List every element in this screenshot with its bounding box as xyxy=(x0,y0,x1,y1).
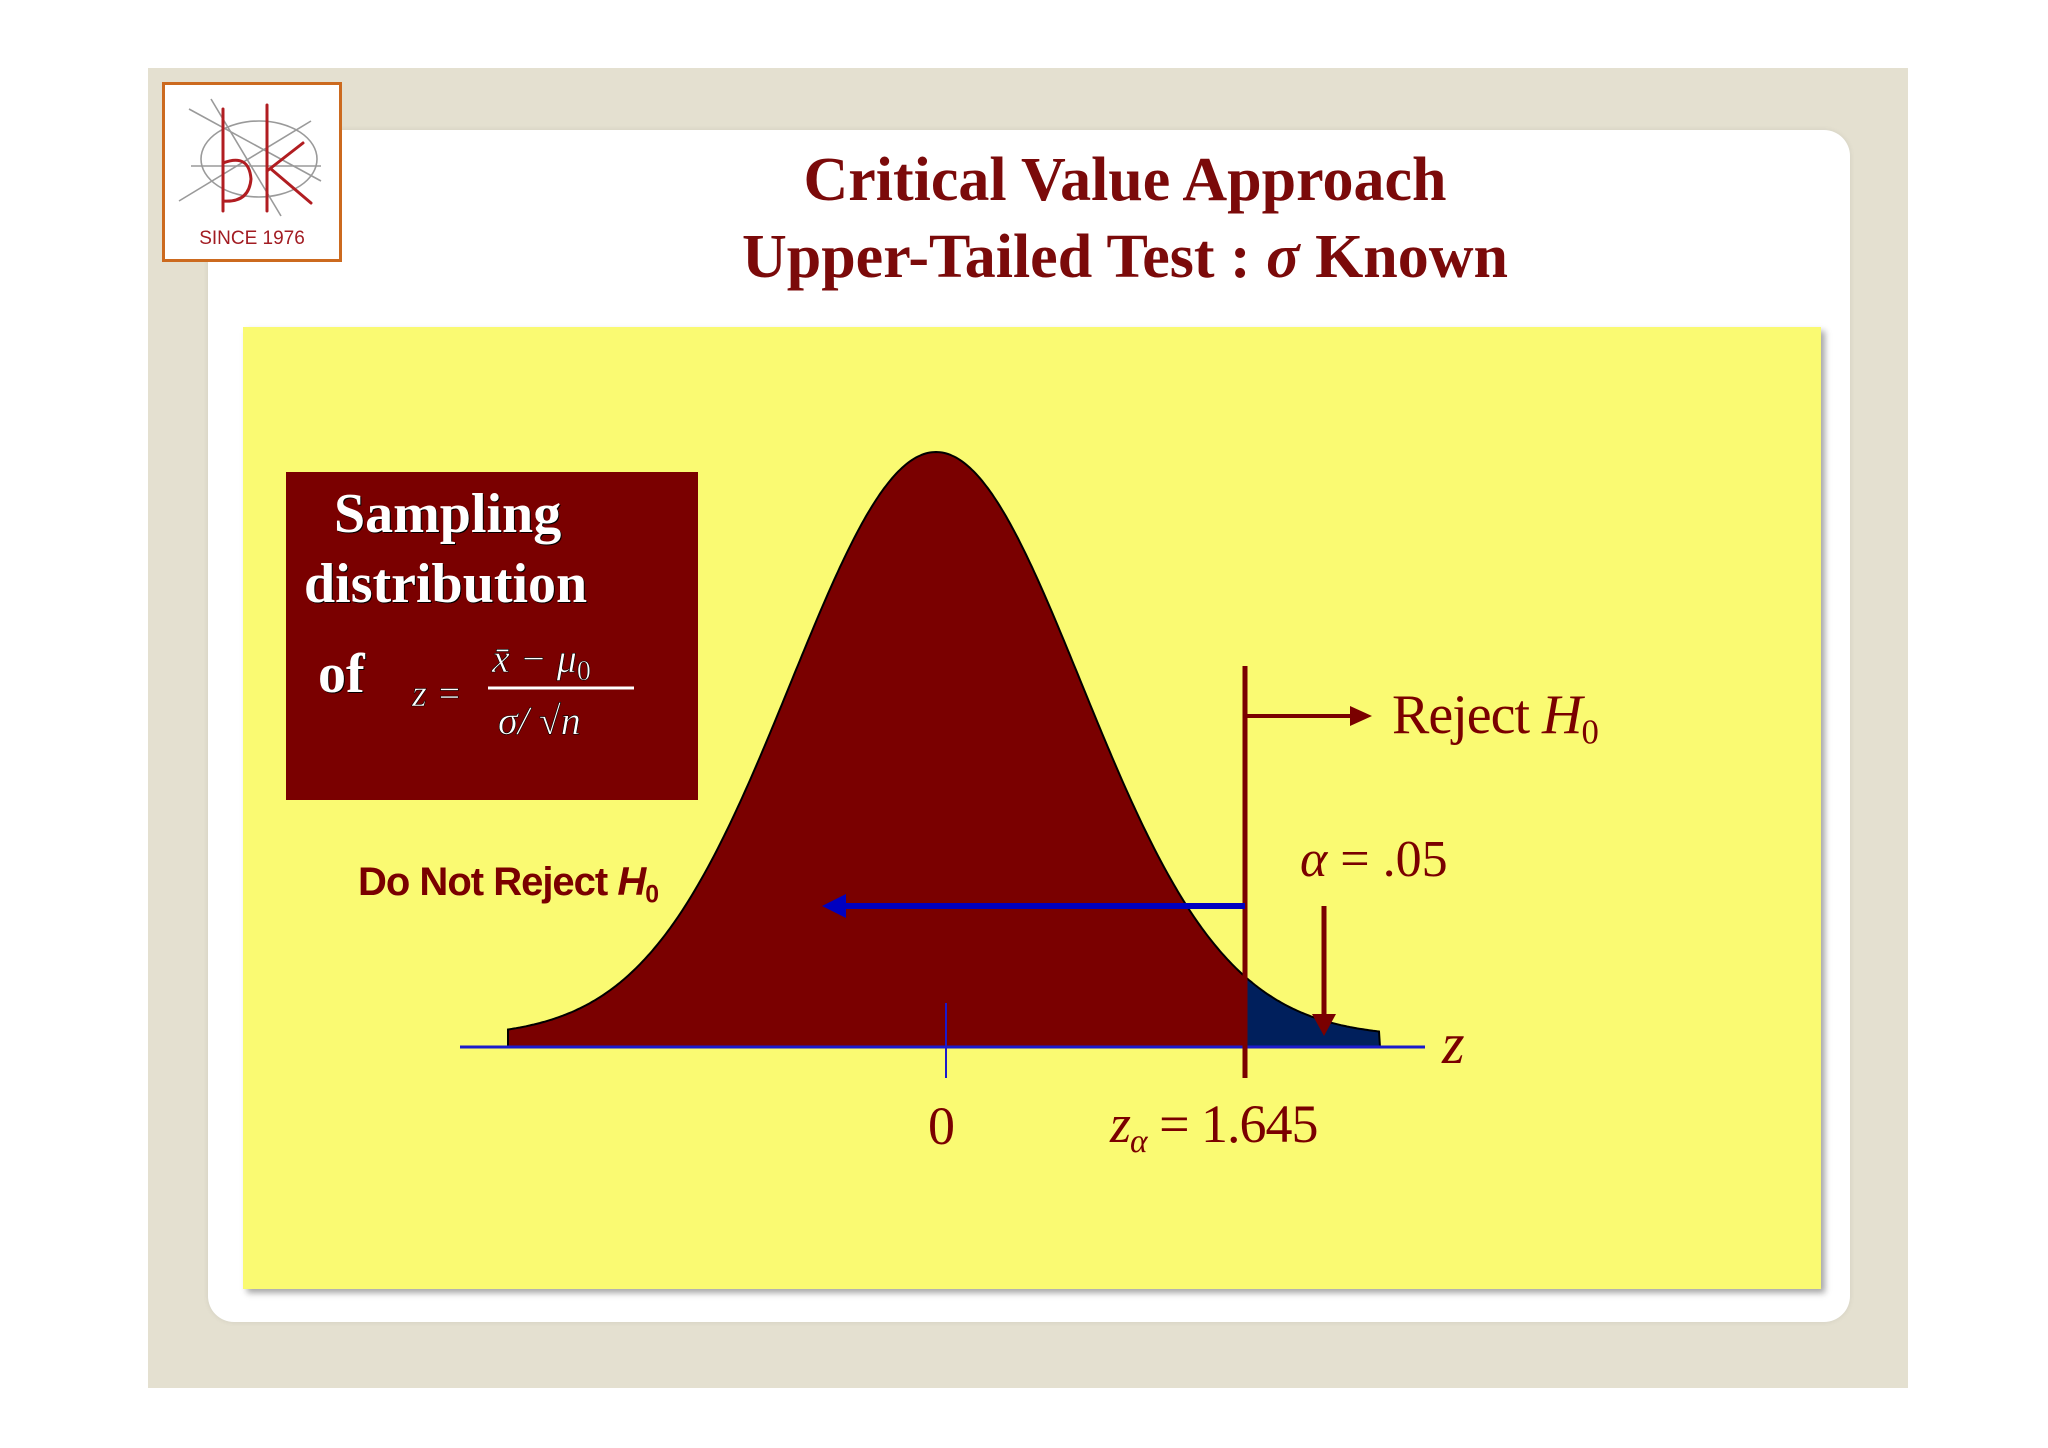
formula-numerator-main: x̄ − μ xyxy=(491,636,577,681)
info-line-sampling: Sampling xyxy=(334,483,562,545)
title-suffix: Known xyxy=(1299,223,1509,291)
reject-h-sub: 0 xyxy=(1581,712,1599,752)
zero-label: 0 xyxy=(928,1096,955,1156)
formula-numerator-sub: 0 xyxy=(577,656,591,687)
info-line-of: of xyxy=(318,643,365,705)
slide-title-line-2: Upper-Tailed Test : σ Known xyxy=(600,222,1650,293)
critical-value-label: zα = 1.645 xyxy=(1110,1093,1319,1161)
reject-h: H xyxy=(1542,684,1582,746)
slide-title-line-1: Critical Value Approach xyxy=(803,146,1447,214)
alpha-symbol: α xyxy=(1300,831,1328,888)
alpha-label: α = .05 xyxy=(1300,830,1448,889)
z-alpha-value: = 1.645 xyxy=(1146,1094,1318,1154)
z-alpha-symbol: z xyxy=(1110,1094,1131,1154)
formula-lhs: z = xyxy=(411,673,462,715)
formula-numerator: x̄ − μ0 xyxy=(491,636,591,687)
logo-since-text: SINCE 1976 xyxy=(199,228,305,249)
z-formula: z = x̄ − μ0 σ/ √n xyxy=(411,636,634,743)
dnr-h-sub: 0 xyxy=(645,881,659,909)
do-not-reject-arrow-head xyxy=(822,894,846,918)
alpha-arrow-head xyxy=(1312,1014,1336,1036)
dnr-h: H xyxy=(617,860,646,904)
z-axis-label: z xyxy=(1442,1011,1465,1076)
company-logo: SINCE 1976 xyxy=(162,82,342,262)
info-line-distribution: distribution xyxy=(304,553,588,615)
title-sigma: σ xyxy=(1266,223,1300,291)
formula-denominator: σ/ √n xyxy=(498,698,581,743)
reject-arrow-head xyxy=(1350,706,1372,726)
reject-label: Reject H0 xyxy=(1392,683,1599,752)
curve-do-not-reject-region xyxy=(507,450,1247,1048)
alpha-value: = .05 xyxy=(1327,831,1448,888)
do-not-reject-label: Do Not Reject H0 xyxy=(358,860,659,909)
dnr-text: Do Not Reject xyxy=(358,860,618,904)
info-box xyxy=(286,472,698,800)
reject-text: Reject xyxy=(1392,684,1543,746)
bk-logo-icon xyxy=(178,98,322,217)
curve-reject-tail-region xyxy=(1244,974,1382,1048)
z-alpha-sub: α xyxy=(1130,1123,1148,1161)
title-prefix: Upper-Tailed Test : xyxy=(741,223,1267,291)
